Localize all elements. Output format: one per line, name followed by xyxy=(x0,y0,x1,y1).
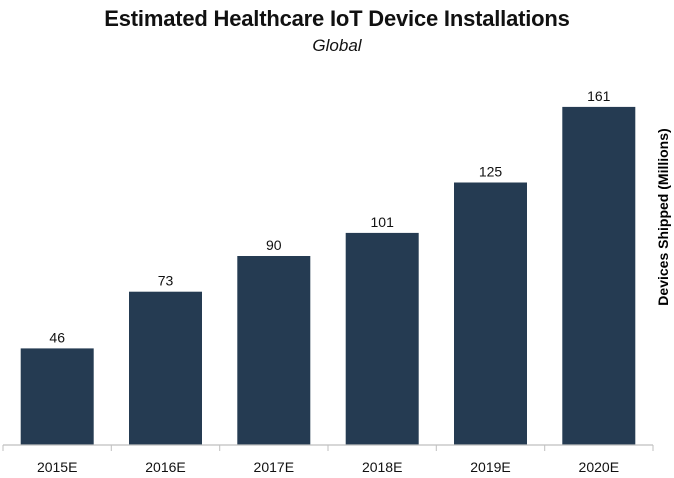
chart-title: Estimated Healthcare IoT Device Installa… xyxy=(104,6,570,31)
x-tick-labels-group: 2015E 2016E 2017E 2018E 2019E 2020E xyxy=(2,445,654,475)
bar-2019E xyxy=(454,182,527,445)
bar-2020E xyxy=(562,106,636,446)
bar-2015E xyxy=(20,348,94,445)
bar-2018E xyxy=(345,232,419,445)
chart-subtitle: Global xyxy=(312,36,362,55)
x-tick-label-2019E: 2019E xyxy=(470,459,510,475)
bar-2017E xyxy=(237,256,311,445)
x-tick-label-2020E: 2020E xyxy=(579,459,619,475)
x-tick-label-2015E: 2015E xyxy=(37,459,77,475)
data-labels-group: 46 73 90 101 125 161 xyxy=(49,88,611,345)
data-label-2019E: 125 xyxy=(479,164,503,180)
bars-group xyxy=(20,106,636,446)
data-label-2016E: 73 xyxy=(158,273,174,289)
data-label-2018E: 101 xyxy=(371,214,395,230)
y-axis-label: Devices Shipped (Millions) xyxy=(655,128,671,305)
x-tick-label-2016E: 2016E xyxy=(145,459,185,475)
x-tick-label-2017E: 2017E xyxy=(254,459,294,475)
x-tick-label-2018E: 2018E xyxy=(362,459,402,475)
data-label-2020E: 161 xyxy=(587,88,611,104)
data-label-2015E: 46 xyxy=(49,329,65,345)
data-label-2017E: 90 xyxy=(266,237,282,253)
bar-2016E xyxy=(129,291,202,445)
